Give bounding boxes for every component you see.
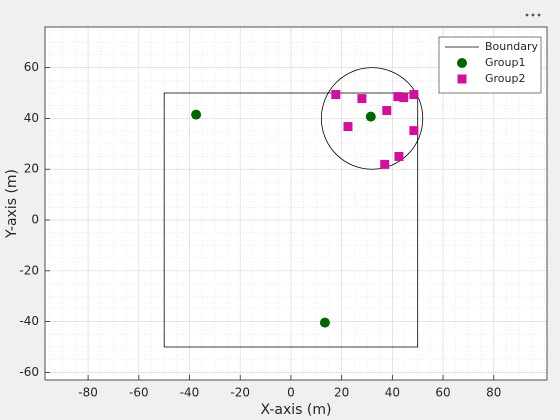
x-tick-label: -40	[180, 386, 200, 400]
circle-marker	[191, 109, 202, 120]
y-tick-label: 0	[31, 213, 39, 227]
circle-region	[320, 67, 424, 170]
x-tick-label: 80	[486, 386, 501, 400]
legend-swatch	[457, 58, 467, 68]
square-marker	[393, 92, 403, 102]
y-tick-label: 20	[24, 162, 39, 176]
legend-swatch	[457, 74, 467, 84]
square-marker	[331, 90, 341, 100]
x-tick-label: 20	[334, 386, 349, 400]
x-tick-label: -80	[78, 386, 98, 400]
square-marker	[409, 90, 419, 100]
x-tick-label: -20	[230, 386, 250, 400]
x-tick-label: 40	[385, 386, 400, 400]
legend-label: Boundary	[485, 40, 538, 53]
square-marker	[409, 126, 419, 136]
toolbar-menu[interactable]	[525, 13, 541, 17]
ticks: -80 -60 -40 -20 0 20 40 60 80 -60 -40 -20 0 20 40 60	[19, 60, 501, 399]
y-tick-label: -20	[19, 263, 39, 277]
plot-area	[163, 67, 424, 348]
square-marker	[357, 94, 367, 104]
x-tick-label: 0	[287, 386, 295, 400]
legend: Boundary Group1 Group2	[438, 36, 542, 94]
x-tick-label: -60	[129, 386, 149, 400]
square-marker	[380, 159, 390, 169]
legend-label: Group1	[485, 56, 526, 69]
x-axis-label: X-axis (m)	[260, 402, 331, 418]
square-marker	[343, 122, 353, 132]
y-tick-label: -60	[19, 365, 39, 379]
legend-label: Group2	[485, 72, 526, 85]
y-axis-label: Y-axis (m)	[4, 169, 20, 239]
circle-marker	[365, 111, 376, 122]
axes-box	[44, 26, 548, 381]
y-tick-label: 60	[24, 60, 39, 74]
legend-box	[438, 36, 542, 94]
square-marker	[394, 152, 404, 162]
square-marker	[382, 106, 392, 116]
y-tick-label: -40	[19, 314, 39, 328]
circle-marker	[319, 317, 330, 328]
y-tick-label: 40	[24, 111, 39, 125]
square-marker	[399, 93, 409, 103]
x-tick-label: 60	[435, 386, 450, 400]
